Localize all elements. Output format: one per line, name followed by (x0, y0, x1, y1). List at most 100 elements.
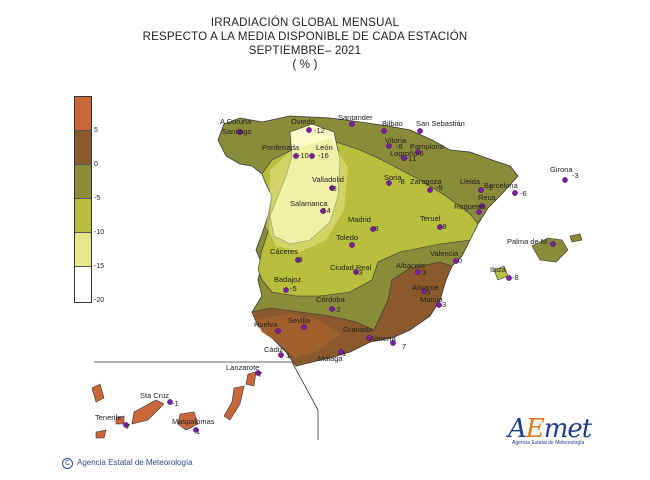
station-name-label: León (316, 143, 333, 152)
title-line-1: IRRADIACIÓN GLOBAL MENSUAL (210, 17, 400, 29)
station-value-label: -3 (296, 255, 303, 264)
station-marker (415, 269, 421, 275)
station-marker (255, 370, 261, 376)
mallorca (531, 237, 569, 263)
station-marker (421, 288, 427, 294)
footer-text: Agencia Estatal de Meteorología (77, 458, 193, 467)
station-name-label: Alicante (412, 283, 439, 292)
legend-tick-minus10: -10 (94, 229, 105, 236)
station-marker (349, 121, 355, 127)
station-value-label: -10 (298, 151, 309, 160)
station-value-label: -1 (486, 183, 493, 192)
station-name-label: Málaga (318, 354, 343, 363)
station-name-label: Madrid (348, 215, 371, 224)
station-marker (436, 302, 442, 308)
station-name-label: Lleida (460, 177, 481, 186)
station-value-label: 1 (286, 351, 290, 360)
station-name-label: Tenerife (95, 413, 122, 422)
station-value-label: -8 (396, 142, 403, 151)
station-name-label: Cáceres (270, 247, 298, 256)
station-name-label: Palma de M. (507, 237, 549, 246)
station-value-label: -8 (398, 177, 405, 186)
station-value-label: -1 (172, 399, 179, 408)
station-marker (353, 269, 359, 275)
zone-light-yellow (266, 138, 348, 252)
station-name-label: Valencia (430, 249, 459, 258)
station-name-label: Santander (338, 113, 373, 122)
station-name-label: Toledo (336, 233, 358, 242)
canary-frame (94, 361, 319, 440)
station-marker (283, 287, 289, 293)
station-name-label: Girona (550, 165, 573, 174)
station-value-label: 1 (342, 349, 346, 358)
station-marker (275, 328, 281, 334)
station-value-label: 7 (402, 342, 406, 351)
station-marker (427, 187, 433, 193)
station-name-label: Lanzarote (226, 363, 259, 372)
station-marker (370, 226, 376, 232)
station-value-label: -9 (436, 183, 443, 192)
station-value-label: -2 (334, 305, 341, 314)
station-name-label: Badajoz (274, 275, 301, 284)
station-marker (338, 349, 344, 355)
station-value-label: -6 (417, 149, 424, 158)
station-name-label: Barcelona (484, 181, 519, 190)
station-value-label: -3 (572, 171, 579, 180)
station-marker (320, 208, 326, 214)
legend-band-minus15-minus10 (75, 233, 91, 267)
station-marker (193, 427, 199, 433)
lanzarote (245, 371, 257, 387)
station-name-label: Córdoba (316, 295, 346, 304)
station-marker (476, 209, 482, 215)
station-name-label: Santiago (222, 127, 252, 136)
station-marker (562, 177, 568, 183)
station-name-label: Pamplona (410, 142, 445, 151)
station-name-label: Bilbao (382, 119, 403, 128)
station-marker (390, 340, 396, 346)
aemet-logo-subtitle: Agencia Estatal de Meteorología (512, 440, 585, 446)
station-name-label: Salamanca (290, 199, 328, 208)
station-value-label: -6 (520, 189, 527, 198)
station-marker (123, 422, 129, 428)
station-marker (401, 155, 407, 161)
station-name-label: Ponferrada (262, 143, 300, 152)
station-value-label: -16 (318, 151, 329, 160)
station-marker (381, 128, 387, 134)
station-value-label: -8 (512, 273, 519, 282)
station-value-label: 7 (258, 370, 262, 379)
legend-band-above-5 (75, 97, 91, 131)
station-name-label: A Coruña (220, 117, 252, 126)
station-marker (167, 399, 173, 405)
legend-tick-5: 5 (94, 127, 98, 134)
legend-tick-0: 0 (94, 161, 98, 168)
station-value-label: -8 (440, 222, 447, 231)
station-marker (237, 129, 243, 135)
station-name-label: Murcia (420, 295, 443, 304)
station-name-label: Zaragoza (410, 177, 443, 186)
station-marker (301, 324, 307, 330)
station-marker (293, 153, 299, 159)
station-marker (278, 352, 284, 358)
station-value-label: 7 (126, 422, 130, 431)
station-name-label: Vitoria (385, 136, 407, 145)
legend-band-minus20-minus15 (75, 267, 91, 302)
station-marker (479, 203, 485, 209)
station-value-label: 3 (442, 300, 446, 309)
station-name-label: Almería (370, 334, 397, 343)
station-marker (329, 185, 335, 191)
station-name-label: Maspalomas (172, 417, 215, 426)
station-marker (386, 143, 392, 149)
station-name-label: Teruel (420, 214, 441, 223)
menorca (569, 233, 583, 243)
tenerife-island (131, 399, 165, 425)
fuerteventura (223, 385, 245, 421)
station-value-label: 0 (458, 256, 462, 265)
station-marker (550, 241, 556, 247)
station-name-label: Roquetes (454, 202, 486, 211)
station-name-label: Logroño (390, 149, 418, 158)
station-value-label: -5 (290, 284, 297, 293)
station-marker (417, 128, 423, 134)
legend-band-0-5 (75, 131, 91, 165)
